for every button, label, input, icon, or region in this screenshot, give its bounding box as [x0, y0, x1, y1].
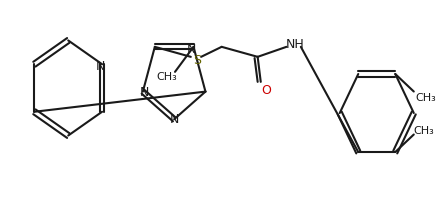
- Text: N: N: [187, 42, 196, 55]
- Text: S: S: [193, 54, 201, 66]
- Text: O: O: [261, 83, 271, 96]
- Text: CH₃: CH₃: [156, 71, 177, 81]
- Text: N: N: [140, 86, 150, 99]
- Text: N: N: [95, 60, 105, 73]
- Text: NH: NH: [285, 37, 304, 50]
- Text: CH₃: CH₃: [414, 125, 434, 135]
- Text: N: N: [170, 112, 179, 125]
- Text: CH₃: CH₃: [416, 92, 437, 102]
